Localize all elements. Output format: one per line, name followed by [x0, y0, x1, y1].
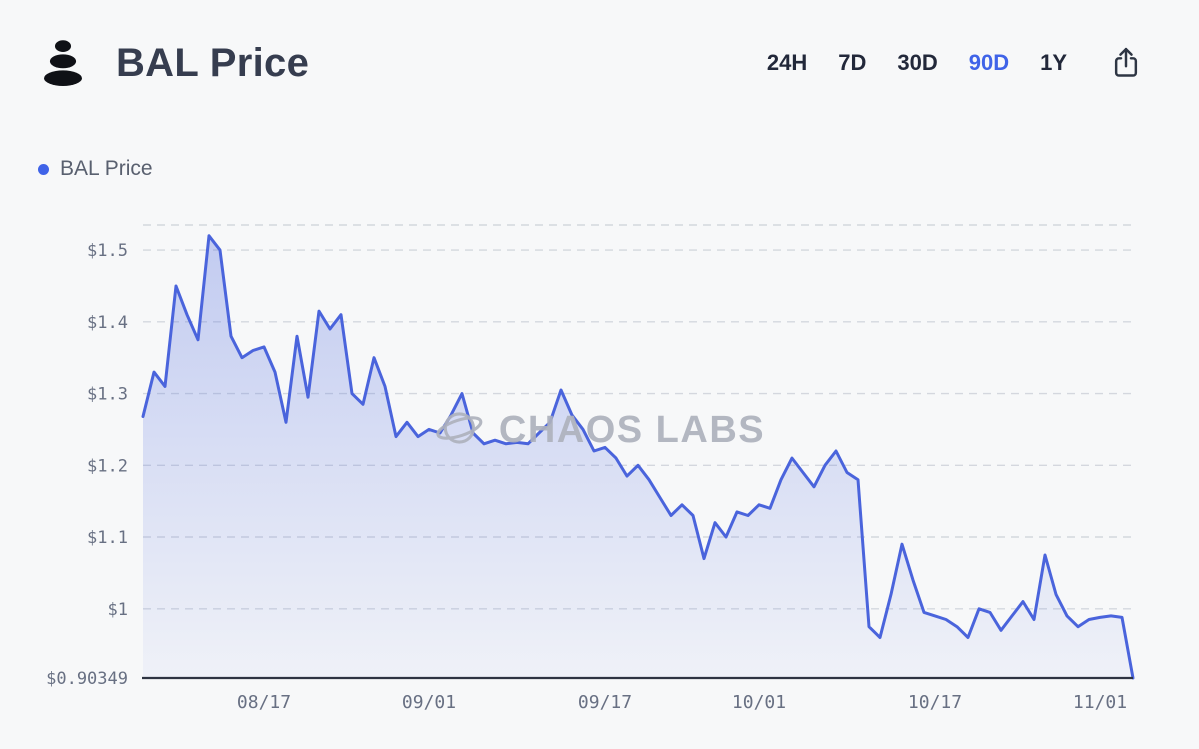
series-area — [143, 235, 1133, 679]
legend-item-bal-price[interactable]: BAL Price — [38, 157, 153, 181]
range-button-1y[interactable]: 1Y — [1040, 50, 1067, 75]
brand: BAL Price — [36, 34, 309, 92]
range-button-30d[interactable]: 30D — [897, 50, 938, 75]
y-tick-label: $1.3 — [87, 385, 128, 405]
header-controls: 24H 7D 30D 90D 1Y — [767, 46, 1141, 81]
series-line — [141, 234, 1135, 680]
range-button-24h[interactable]: 24H — [766, 50, 808, 75]
share-button[interactable] — [1111, 46, 1141, 81]
x-tick-label: 09/01 — [402, 692, 456, 713]
price-chart[interactable]: $0.90349 $1 $1.1 $1.2 $1.3 $1.4 $1.5 08/17 09/01… — [0, 200, 1199, 749]
x-tick-label: 10/01 — [732, 692, 786, 713]
header: BAL Price 24H 7D 30D 90D 1Y — [36, 28, 1141, 98]
x-tick-label: 08/17 — [237, 692, 291, 713]
legend-label: BAL Price — [60, 157, 153, 180]
y-tick-label: $0.90349 — [46, 669, 128, 689]
range-button-90d[interactable]: 90D — [968, 50, 1010, 75]
x-tick-label: 10/17 — [908, 692, 962, 713]
x-tick-label: 09/17 — [578, 692, 632, 713]
chart-canvas[interactable]: $0.90349 $1 $1.1 $1.2 $1.3 $1.4 $1.5 08/17 09/01… — [0, 200, 1199, 749]
page-title: BAL Price — [116, 40, 310, 85]
y-tick-label: $1.1 — [87, 528, 128, 548]
y-tick-label: $1.2 — [87, 456, 128, 476]
y-tick-label: $1.4 — [87, 313, 128, 333]
x-tick-label: 11/01 — [1073, 692, 1127, 713]
range-button-7d[interactable]: 7D — [838, 50, 867, 75]
time-range-selector: 24H 7D 30D 90D 1Y — [767, 52, 1067, 74]
legend-dot — [38, 163, 49, 175]
y-tick-label: $1.5 — [87, 241, 128, 261]
y-tick-label: $1 — [108, 600, 128, 620]
balancer-logo-icon — [36, 34, 90, 92]
share-icon — [1111, 46, 1141, 81]
